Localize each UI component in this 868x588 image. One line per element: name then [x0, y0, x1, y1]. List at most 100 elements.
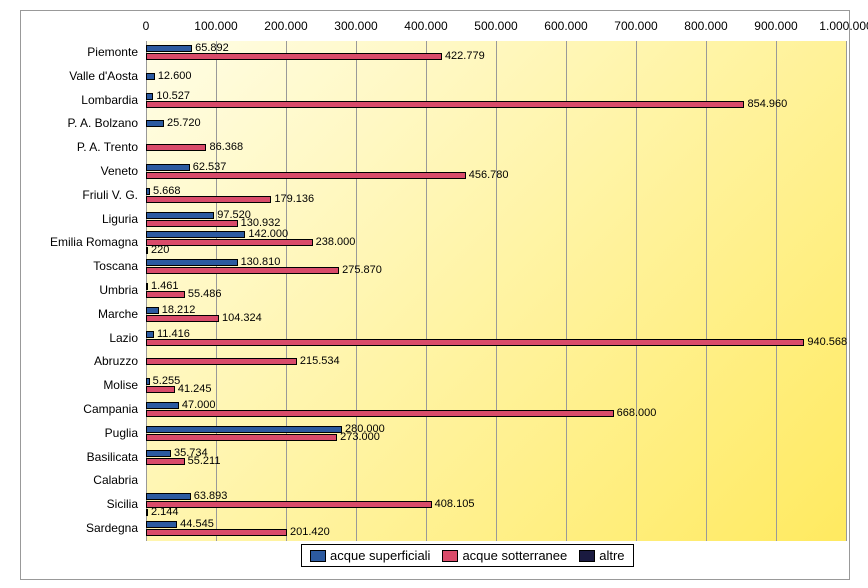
bar-sotterranee [146, 196, 271, 203]
bar-superficiali [146, 426, 342, 433]
category-label: Valle d'Aosta [18, 69, 138, 83]
legend-label: acque sotterranee [462, 548, 567, 563]
category-label: Friuli V. G. [18, 188, 138, 202]
bar-superficiali [146, 402, 179, 409]
legend-swatch [310, 550, 326, 562]
value-label: 668.000 [617, 408, 657, 419]
category-label: Sicilia [18, 497, 138, 511]
category-label: Calabria [18, 473, 138, 487]
value-label: 273.000 [340, 432, 380, 443]
bar-sotterranee [146, 410, 614, 417]
bar-sotterranee [146, 315, 219, 322]
bar-superficiali [146, 378, 150, 385]
bar-sotterranee [146, 291, 185, 298]
category-label: Molise [18, 378, 138, 392]
category-label: Abruzzo [18, 354, 138, 368]
value-label: 86.368 [209, 142, 243, 153]
chart-row: Sicilia63.893408.1052.144 [146, 493, 846, 517]
bar-superficiali [146, 231, 245, 238]
chart-row: Emilia Romagna142.000238.000220 [146, 231, 846, 255]
category-label: Sardegna [18, 521, 138, 535]
category-label: Umbria [18, 283, 138, 297]
chart-row: Friuli V. G.5.668179.136 [146, 184, 846, 208]
chart-row: Molise5.25541.245 [146, 374, 846, 398]
bar-sotterranee [146, 53, 442, 60]
x-tick-label: 0 [143, 19, 150, 33]
value-label: 179.136 [274, 194, 314, 205]
chart-row: Lombardia10.527854.960 [146, 89, 846, 113]
category-label: Lombardia [18, 93, 138, 107]
chart-row: Basilicata35.73455.211 [146, 446, 846, 470]
plot-area: 0100.000200.000300.000400.000500.000600.… [146, 41, 846, 541]
bar-sotterranee [146, 434, 337, 441]
chart-row: P. A. Trento86.368 [146, 136, 846, 160]
legend: acque superficiali acque sotterranee altre [301, 544, 634, 567]
chart-row: Valle d'Aosta12.600 [146, 65, 846, 89]
bar-sotterranee [146, 386, 175, 393]
bar-sotterranee [146, 220, 238, 227]
bar-superficiali [146, 283, 148, 290]
bar-superficiali [146, 521, 177, 528]
chart-row: Toscana130.810275.870 [146, 255, 846, 279]
value-label: 12.600 [158, 71, 192, 82]
legend-swatch [442, 550, 458, 562]
chart-row: Abruzzo215.534 [146, 351, 846, 375]
chart-row: Sardegna44.545201.420 [146, 517, 846, 541]
value-label: 25.720 [167, 118, 201, 129]
x-tick-label: 400.000 [404, 19, 447, 33]
value-label: 215.534 [300, 356, 340, 367]
bar-sotterranee [146, 458, 185, 465]
legend-label: acque superficiali [330, 548, 430, 563]
value-label: 41.245 [178, 384, 212, 395]
legend-label: altre [599, 548, 624, 563]
category-label: Veneto [18, 164, 138, 178]
category-label: Piemonte [18, 45, 138, 59]
value-label: 422.779 [445, 51, 485, 62]
bar-superficiali [146, 212, 214, 219]
bar-sotterranee [146, 501, 432, 508]
bar-superficiali [146, 493, 191, 500]
bar-sotterranee [146, 101, 744, 108]
bar-sotterranee [146, 358, 297, 365]
x-tick-label: 700.000 [614, 19, 657, 33]
bar-superficiali [146, 93, 153, 100]
value-label: 55.486 [188, 289, 222, 300]
x-tick-label: 500.000 [474, 19, 517, 33]
gridline [846, 41, 847, 541]
x-tick-label: 800.000 [684, 19, 727, 33]
value-label: 55.211 [188, 456, 221, 467]
chart-row: Calabria [146, 470, 846, 494]
category-label: Toscana [18, 259, 138, 273]
value-label: 238.000 [316, 237, 356, 248]
bar-superficiali [146, 188, 150, 195]
legend-item-superficiali: acque superficiali [310, 548, 430, 563]
x-tick-label: 200.000 [264, 19, 307, 33]
chart-row: Marche18.212104.324 [146, 303, 846, 327]
value-label: 408.105 [435, 499, 475, 510]
chart-row: Piemonte65.892422.779 [146, 41, 846, 65]
bar-superficiali [146, 164, 190, 171]
x-tick-label: 900.000 [754, 19, 797, 33]
value-label: 456.780 [469, 170, 509, 181]
bar-sotterranee [146, 529, 287, 536]
bar-superficiali [146, 307, 159, 314]
x-tick-label: 300.000 [334, 19, 377, 33]
legend-swatch [579, 550, 595, 562]
value-label: 104.324 [222, 313, 262, 324]
category-label: P. A. Trento [18, 140, 138, 154]
bar-sotterranee [146, 267, 339, 274]
bar-superficiali [146, 73, 155, 80]
chart-row: P. A. Bolzano25.720 [146, 112, 846, 136]
category-label: Lazio [18, 331, 138, 345]
chart-row: Campania47.000668.000 [146, 398, 846, 422]
chart-row: Lazio11.416940.568 [146, 327, 846, 351]
chart-row: Veneto62.537456.780 [146, 160, 846, 184]
category-label: Marche [18, 307, 138, 321]
bar-sotterranee [146, 172, 466, 179]
bar-superficiali [146, 331, 154, 338]
x-tick-label: 600.000 [544, 19, 587, 33]
chart-row: Puglia280.000273.000 [146, 422, 846, 446]
category-label: Campania [18, 402, 138, 416]
chart-row: Umbria1.46155.486 [146, 279, 846, 303]
bar-altre [146, 509, 148, 516]
